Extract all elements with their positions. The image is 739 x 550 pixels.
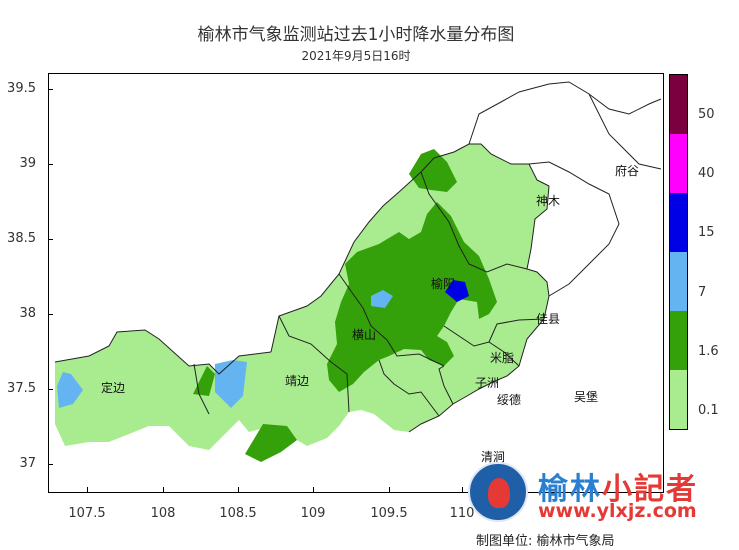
y-tick-mark xyxy=(48,314,53,315)
place-label: 榆阳 xyxy=(431,277,456,291)
legend-swatch-blue xyxy=(670,193,687,252)
legend-swatch-light-green xyxy=(670,370,687,429)
map-canvas xyxy=(54,81,662,462)
map-subtitle: 2021年9月5日16时 xyxy=(301,49,411,63)
logo-brand: 榆林小記者 xyxy=(538,472,698,507)
runner-icon xyxy=(488,478,510,508)
y-tick-mark xyxy=(48,164,53,165)
legend-swatch-green xyxy=(670,311,687,370)
precipitation-map: 府谷 神木 榆阳 佳县 横山 米脂 靖边 子洲 绥德 吴堡 定边 清涧 xyxy=(48,73,664,493)
place-label: 神木 xyxy=(536,194,561,208)
region-light-blue-center xyxy=(215,360,247,408)
y-tick-label: 38 xyxy=(19,306,36,321)
ylxjz-logo: 榆林小記者 www.ylxjz.com xyxy=(468,462,730,524)
x-tick-mark xyxy=(313,487,314,493)
logo-url: www.ylxjz.com xyxy=(538,500,697,522)
map-credit: 制图单位: 榆林市气象局 xyxy=(476,534,615,549)
logo-emblem-icon xyxy=(468,462,528,522)
legend-label: 50 xyxy=(698,107,715,122)
y-tick-label: 39 xyxy=(19,156,36,171)
legend-label: 40 xyxy=(698,166,715,181)
county-boundaries xyxy=(54,143,620,433)
y-tick-mark xyxy=(48,389,53,390)
place-label: 子洲 xyxy=(475,376,500,390)
y-tick-label: 37 xyxy=(19,456,36,471)
region-green-upper xyxy=(409,149,457,192)
place-label: 府谷 xyxy=(615,164,640,178)
y-tick-mark xyxy=(48,464,53,465)
x-tick-label: 110 xyxy=(449,506,475,521)
y-tick-mark xyxy=(48,239,53,240)
x-tick-label: 108.5 xyxy=(219,506,257,521)
place-label: 横山 xyxy=(352,328,377,342)
place-label: 清涧 xyxy=(481,450,506,464)
y-tick-mark xyxy=(48,89,53,90)
y-tick-label: 39.5 xyxy=(7,81,36,96)
region-blue xyxy=(445,280,469,302)
legend-label: 1.6 xyxy=(698,344,719,359)
legend-label: 0.1 xyxy=(698,403,719,418)
x-tick-mark xyxy=(87,487,88,493)
legend-label: 15 xyxy=(698,225,715,240)
place-label: 绥德 xyxy=(497,393,522,407)
y-tick-label: 38.5 xyxy=(7,231,36,246)
x-tick-label: 107.5 xyxy=(68,506,106,521)
x-tick-label: 109 xyxy=(300,506,326,521)
region-light-blue-west xyxy=(57,372,83,408)
place-label: 吴堡 xyxy=(574,390,599,404)
y-tick-label: 37.5 xyxy=(7,381,36,396)
outline-northeast xyxy=(468,81,662,170)
x-tick-mark xyxy=(462,487,463,493)
legend-colorbar xyxy=(669,74,688,430)
x-tick-label: 108 xyxy=(150,506,176,521)
place-label: 定边 xyxy=(101,381,126,395)
x-tick-mark xyxy=(163,487,164,493)
x-tick-mark xyxy=(238,487,239,493)
x-tick-mark xyxy=(389,487,390,493)
legend-swatch-magenta xyxy=(670,134,687,193)
region-green-south xyxy=(245,424,297,462)
legend-label: 7 xyxy=(698,285,707,300)
region-light-blue-north xyxy=(371,290,393,308)
legend-swatch-light-blue xyxy=(670,252,687,311)
place-label: 靖边 xyxy=(285,374,310,388)
x-tick-label: 109.5 xyxy=(370,506,408,521)
region-green xyxy=(327,202,497,392)
place-label: 佳县 xyxy=(536,312,561,326)
place-label: 米脂 xyxy=(490,351,515,365)
map-title: 榆林市气象监测站过去1小时降水量分布图 xyxy=(197,25,515,45)
legend-swatch-maroon xyxy=(670,75,687,134)
